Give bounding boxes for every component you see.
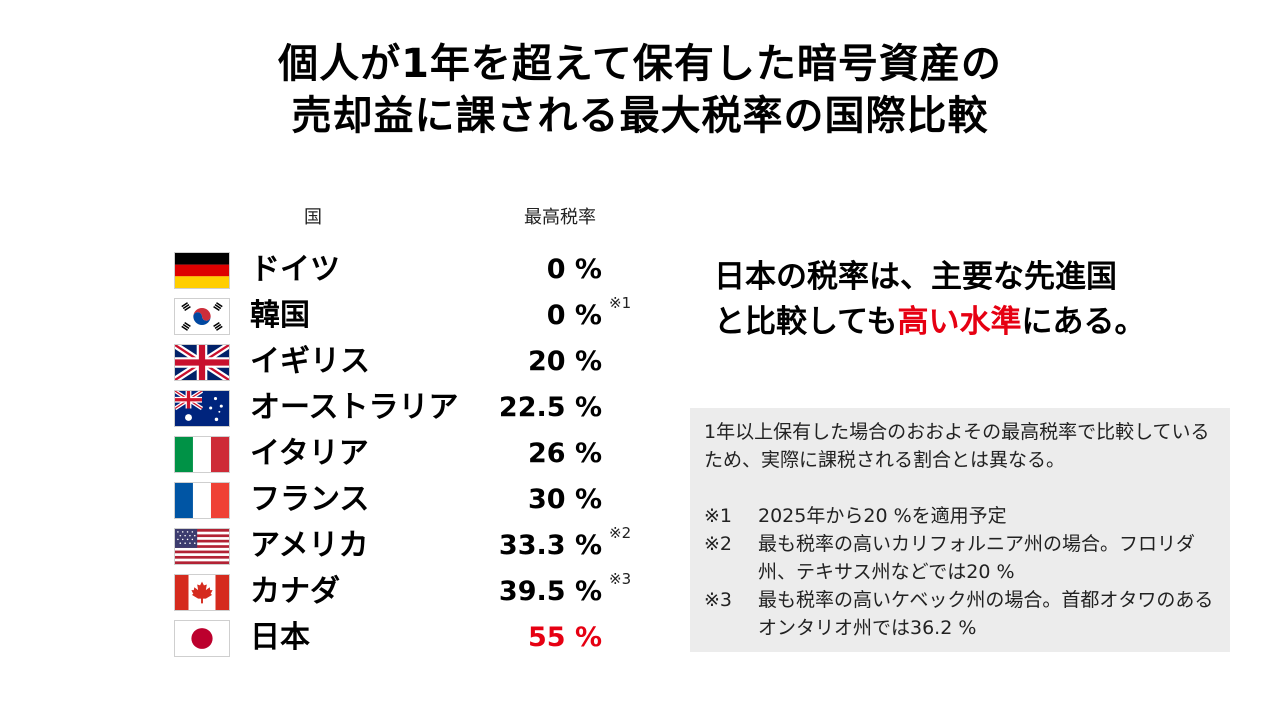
page-title: 個人が1年を超えて保有した暗号資産の 売却益に課される最大税率の国際比較 <box>0 38 1280 142</box>
tax-rate-value: 30 % <box>527 484 602 515</box>
footnote-item: ※1 2025年から20 %を適用予定 <box>704 502 1216 530</box>
footnote-item: ※3 最も税率の高いケベック州の場合。首都オタワのあるオンタリオ州では36.2 … <box>704 586 1216 642</box>
canada-flag-icon <box>174 574 230 611</box>
footnote-key: ※2 <box>704 533 733 555</box>
tax-rate-value: 33.3 % <box>498 530 602 561</box>
table-row-japan: 日本 55 % <box>0 614 660 660</box>
headline-text: と比較しても <box>714 304 898 340</box>
footnote-key: ※3 <box>704 589 733 611</box>
title-line-1: 個人が1年を超えて保有した暗号資産の <box>278 41 1002 87</box>
tax-rate-value: 39.5 % <box>498 576 602 607</box>
headline-highlight: 高い水準 <box>897 304 1022 340</box>
table-row-italy: イタリア 26 % <box>0 430 660 476</box>
australia-flag-icon <box>174 390 230 427</box>
table-row-uk: イギリス 20 % <box>0 338 660 384</box>
headline-line-1: 日本の税率は、主要な先進国 <box>714 259 1117 295</box>
headline-message: 日本の税率は、主要な先進国 と比較しても高い水準にある。 <box>714 255 1146 345</box>
tax-rate-value: 22.5 % <box>498 392 602 423</box>
tax-rate-value: 0 % <box>546 300 602 331</box>
tax-rate-value: 55 % <box>527 622 602 653</box>
country-name: フランス <box>250 482 370 517</box>
footnote-item: ※2 最も税率の高いカリフォルニア州の場合。フロリダ州、テキサス州などでは20 … <box>704 530 1216 586</box>
column-header-country: 国 <box>304 207 322 228</box>
italy-flag-icon <box>174 436 230 473</box>
footnote-text: 2025年から20 %を適用予定 <box>758 505 1007 527</box>
tax-rate-value: 0 % <box>546 254 602 285</box>
footnote-mark: ※3 <box>609 570 632 588</box>
table-row-usa: アメリカ 33.3 % ※2 <box>0 522 660 568</box>
country-name: イタリア <box>250 436 369 471</box>
country-name: カナダ <box>250 574 340 609</box>
country-name: オーストラリア <box>250 390 459 425</box>
japan-flag-icon <box>174 620 230 657</box>
footnote-text: 最も税率の高いケベック州の場合。首都オタワのあるオンタリオ州では36.2 % <box>758 589 1214 639</box>
table-row-germany: ドイツ 0 % <box>0 246 660 292</box>
title-line-2: 売却益に課される最大税率の国際比較 <box>291 93 989 139</box>
note-main-text: 1年以上保有した場合のおおよその最高税率で比較しているため、実際に課税される割合… <box>704 421 1210 471</box>
notes-box: 1年以上保有した場合のおおよその最高税率で比較しているため、実際に課税される割合… <box>690 408 1230 652</box>
tax-rate-value: 26 % <box>527 438 602 469</box>
table-row-canada: カナダ 39.5 % ※3 <box>0 568 660 614</box>
footnote-mark: ※1 <box>609 294 632 312</box>
table-row-france: フランス 30 % <box>0 476 660 522</box>
footnote-key: ※1 <box>704 505 733 527</box>
table-row-australia: オーストラリア 22.5 % <box>0 384 660 430</box>
column-header-rate: 最高税率 <box>524 207 596 228</box>
table-row-south-korea: 韓国 0 % ※1 <box>0 292 660 338</box>
country-name: 日本 <box>250 620 310 655</box>
france-flag-icon <box>174 482 230 519</box>
footnote-text: 最も税率の高いカリフォルニア州の場合。フロリダ州、テキサス州などでは20 % <box>758 533 1196 583</box>
country-name: アメリカ <box>250 528 369 563</box>
footnote-mark: ※2 <box>609 524 632 542</box>
tax-rate-value: 20 % <box>527 346 602 377</box>
country-name: ドイツ <box>250 252 340 287</box>
headline-text: にある。 <box>1021 304 1146 340</box>
south-korea-flag-icon <box>174 298 230 335</box>
country-name: イギリス <box>250 344 370 379</box>
germany-flag-icon <box>174 252 230 289</box>
headline-line-2: と比較しても高い水準にある。 <box>714 300 1146 345</box>
uk-flag-icon <box>174 344 230 381</box>
country-name: 韓国 <box>250 298 310 333</box>
usa-flag-icon <box>174 528 230 565</box>
